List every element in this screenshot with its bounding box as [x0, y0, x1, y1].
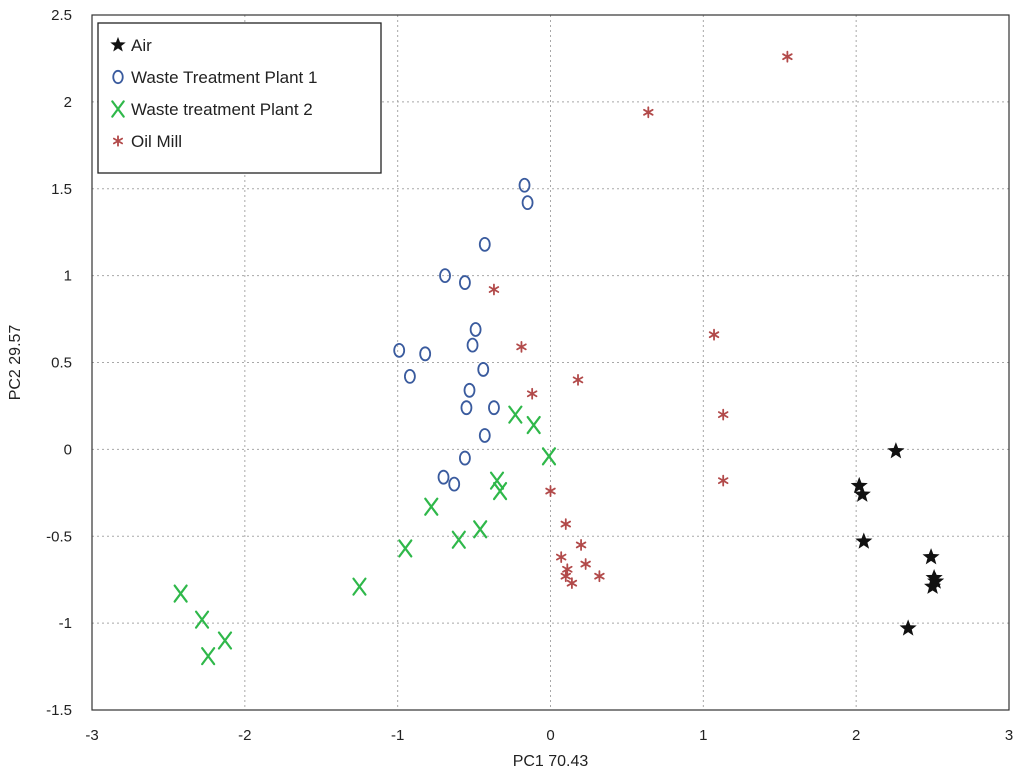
point-waste-treatment-plant-2 [541, 447, 557, 466]
data-points [173, 50, 945, 666]
point-waste-treatment-plant-2 [451, 530, 466, 549]
y-tick-label: 2.5 [51, 7, 72, 24]
legend-item-waste-treatment-plant-1: Waste Treatment Plant 1 [112, 68, 317, 87]
point-waste-treatment-plant-2 [217, 631, 233, 650]
legend-label: Waste Treatment Plant 1 [131, 68, 317, 87]
point-oil-mill [643, 106, 654, 119]
legend-label: Waste treatment Plant 2 [131, 100, 313, 119]
point-oil-mill [488, 283, 500, 296]
series-air [850, 442, 945, 636]
x-tick-label: -3 [85, 727, 98, 744]
point-air [922, 548, 940, 565]
legend-marker-oil-mill [112, 135, 124, 147]
point-oil-mill [572, 373, 584, 386]
point-waste-treatment-plant-2 [492, 481, 508, 501]
legend-label: Oil Mill [131, 132, 182, 151]
series-oil-mill [488, 50, 793, 590]
point-oil-mill [575, 539, 587, 551]
point-waste-treatment-plant-1 [419, 346, 432, 362]
point-waste-treatment-plant-2 [424, 497, 439, 516]
x-tick-label: 3 [1005, 727, 1013, 744]
point-waste-treatment-plant-1 [393, 342, 406, 358]
x-tick-label: 2 [852, 727, 860, 744]
y-tick-label: -1.5 [46, 702, 72, 719]
point-air [855, 532, 873, 549]
point-air [899, 619, 917, 636]
legend-item-oil-mill: Oil Mill [112, 132, 182, 151]
legend-marker-waste-treatment-plant-1 [112, 69, 124, 85]
point-waste-treatment-plant-1 [439, 268, 451, 284]
point-waste-treatment-plant-1 [469, 322, 482, 337]
point-waste-treatment-plant-1 [477, 362, 490, 377]
point-waste-treatment-plant-2 [526, 415, 541, 435]
point-oil-mill [516, 340, 527, 353]
point-waste-treatment-plant-1 [518, 177, 531, 193]
y-tick-label: -0.5 [46, 528, 72, 545]
point-waste-treatment-plant-2 [194, 610, 210, 629]
point-oil-mill [526, 387, 538, 400]
x-tick-label: 0 [546, 727, 554, 744]
point-air [887, 442, 905, 459]
point-air [927, 572, 945, 589]
point-oil-mill [717, 474, 729, 487]
x-tick-label: -2 [238, 727, 251, 744]
point-oil-mill [717, 408, 729, 421]
point-waste-treatment-plant-2 [489, 471, 505, 490]
point-waste-treatment-plant-1 [437, 469, 450, 485]
y-tick-label: -1 [59, 615, 72, 632]
legend-item-waste-treatment-plant-2: Waste treatment Plant 2 [111, 100, 313, 119]
point-oil-mill [594, 570, 605, 583]
y-tick-label: 2 [64, 94, 72, 111]
point-air [853, 485, 871, 502]
x-tick-label: -1 [391, 727, 404, 744]
legend-label: Air [131, 36, 152, 55]
point-waste-treatment-plant-2 [473, 520, 488, 539]
point-oil-mill [555, 551, 567, 563]
series-waste-treatment-plant-2 [173, 405, 557, 666]
point-waste-treatment-plant-1 [460, 400, 473, 416]
point-waste-treatment-plant-1 [459, 275, 471, 290]
legend-marker-waste-treatment-plant-2 [111, 100, 125, 118]
point-waste-treatment-plant-1 [459, 450, 471, 466]
point-waste-treatment-plant-1 [448, 476, 461, 492]
point-oil-mill [580, 558, 591, 570]
y-tick-label: 1.5 [51, 181, 72, 198]
y-tick-label: 0 [64, 441, 72, 458]
plot-frame [91, 14, 1010, 711]
tick-labels: -3 -2 -1 0 1 2 3 -1.5 -1 -0.5 0 0.5 1 1.5 2 2.5 [46, 7, 1013, 744]
x-tick-label: 1 [699, 727, 707, 744]
point-waste-treatment-plant-1 [488, 400, 500, 416]
point-oil-mill [566, 577, 578, 590]
point-waste-treatment-plant-2 [352, 577, 367, 596]
point-oil-mill [560, 518, 572, 530]
y-tick-label: 1 [64, 268, 72, 285]
point-waste-treatment-plant-2 [173, 584, 188, 603]
point-waste-treatment-plant-2 [201, 647, 216, 666]
point-waste-treatment-plant-2 [508, 405, 523, 424]
point-waste-treatment-plant-1 [478, 236, 491, 252]
point-oil-mill [545, 485, 556, 497]
point-oil-mill [560, 570, 572, 583]
point-waste-treatment-plant-2 [398, 539, 413, 558]
x-axis-title: PC1 70.43 [513, 753, 589, 770]
point-oil-mill [782, 50, 793, 63]
legend-box [97, 22, 382, 174]
point-air [850, 476, 868, 494]
point-waste-treatment-plant-1 [521, 195, 534, 211]
point-waste-treatment-plant-1 [463, 382, 476, 398]
point-air [924, 577, 942, 594]
legend-marker-air [110, 36, 126, 52]
series-waste-treatment-plant-1 [393, 177, 534, 492]
point-waste-treatment-plant-1 [403, 368, 416, 384]
point-oil-mill [708, 328, 720, 341]
legend: Air Waste Treatment Plant 1 Waste treatmen… [97, 22, 382, 174]
legend-item-air: Air [110, 36, 152, 55]
y-tick-label: 0.5 [51, 355, 72, 372]
point-waste-treatment-plant-1 [466, 337, 479, 353]
point-waste-treatment-plant-1 [478, 428, 491, 443]
y-axis-title: PC2 29.57 [7, 325, 24, 401]
point-oil-mill [562, 563, 573, 576]
